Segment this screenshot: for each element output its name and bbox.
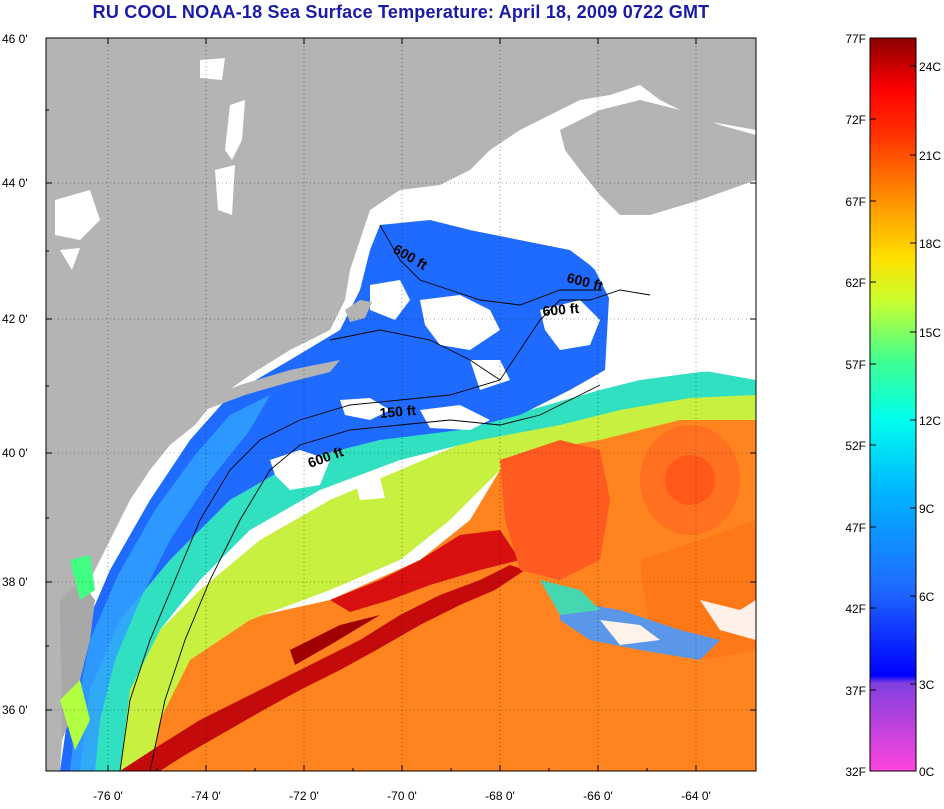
lon-label: -74 0': [191, 789, 221, 803]
colorbar-f-label: 67F: [845, 195, 866, 209]
map-title: RU COOL NOAA-18 Sea Surface Temperature:…: [92, 2, 710, 22]
land-long-island: [190, 360, 340, 410]
map-frame: [45, 37, 757, 772]
colorbar-c-label: 21C: [919, 149, 941, 163]
colorbar-c-label: 24C: [919, 60, 941, 74]
lon-label: -76 0': [93, 789, 123, 803]
colorbar-c-label: 18C: [919, 237, 941, 251]
gulf-stream: [120, 565, 525, 771]
colorbar-f-label: 37F: [845, 684, 866, 698]
colorbar-c-label: 0C: [919, 765, 935, 779]
colorbar-f-label: 62F: [845, 276, 866, 290]
colorbar-c-label: 12C: [919, 414, 941, 428]
warm-core-eddy: [500, 440, 610, 580]
axis-ticks: [46, 37, 756, 771]
colorbar-f-label: 77F: [845, 32, 866, 46]
lat-label: 36 0': [2, 703, 28, 717]
cold-shelf-water: [60, 220, 610, 771]
land-nova-scotia: [560, 100, 756, 215]
lon-label: -72 0': [289, 789, 319, 803]
colorbar-celsius-labels: 24C 21C 18C 15C 12C 9C 6C 3C 0C: [919, 60, 941, 779]
colorbar-c-label: 9C: [919, 502, 935, 516]
lat-label: 46 0': [2, 32, 28, 46]
lon-label: -70 0': [387, 789, 417, 803]
lat-label: 42 0': [2, 312, 28, 326]
colorbar-c-label: 6C: [919, 590, 935, 604]
colorbar-f-label: 42F: [845, 602, 866, 616]
lon-label: -64 0': [681, 789, 711, 803]
lon-label: -66 0': [583, 789, 613, 803]
lat-label: 44 0': [2, 176, 28, 190]
cloud-patches: [270, 250, 610, 500]
colorbar-c-label: 15C: [919, 326, 941, 340]
colorbar-f-label: 32F: [845, 765, 866, 779]
colorbar-f-label: 72F: [845, 113, 866, 127]
land-mainland: [46, 38, 756, 771]
colorbar-f-label: 57F: [845, 358, 866, 372]
lon-label: -68 0': [485, 789, 515, 803]
lat-label: 40 0': [2, 446, 28, 460]
colorbar-gradient: [869, 37, 917, 772]
colorbar-f-label: 47F: [845, 521, 866, 535]
colorbar-fahrenheit-labels: 77F 72F 67F 62F 57F 52F 47F 42F 37F 32F: [845, 32, 866, 779]
colorbar-f-label: 52F: [845, 439, 866, 453]
transition-water-band: [110, 385, 756, 771]
contour-label-150ft: 150 ft: [379, 402, 417, 421]
map-panel: 600 ft 600 ft 600 ft 150 ft 600 ft: [46, 38, 756, 771]
longitude-labels: -76 0' -74 0' -72 0' -70 0' -68 0' -66 0…: [93, 789, 711, 803]
contour-label-600ft-c: 600 ft: [542, 300, 580, 319]
lat-label: 38 0': [2, 575, 28, 589]
colorbar: 77F 72F 67F 62F 57F 52F 47F 42F 37F 32F …: [845, 32, 941, 779]
bathymetry-contours: [119, 224, 651, 771]
latitude-labels: 46 0' 44 0' 42 0' 40 0' 38 0' 36 0': [2, 32, 28, 717]
colorbar-c-label: 3C: [919, 678, 935, 692]
slope-water-band: [80, 370, 756, 771]
